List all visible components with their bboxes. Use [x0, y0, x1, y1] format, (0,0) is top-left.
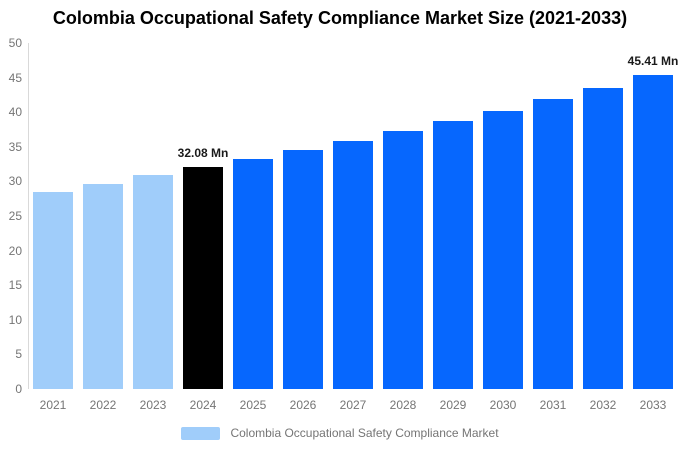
bar-2030 [483, 110, 523, 389]
y-tick-label: 20 [8, 243, 22, 258]
x-tick-label: 2027 [339, 398, 367, 412]
bar-2021 [33, 191, 73, 389]
y-tick-label: 40 [8, 105, 22, 120]
y-tick-label: 25 [8, 209, 22, 223]
y-tick-label: 10 [8, 312, 22, 327]
x-tick-label: 2023 [139, 398, 167, 412]
bar-2032 [583, 88, 623, 389]
bar-2027 [333, 140, 373, 389]
plot-area: 32.08 Mn 45.41 Mn [28, 43, 678, 389]
y-tick-label: 45 [8, 70, 22, 85]
x-tick-label: 2021 [39, 398, 67, 412]
x-tick-label: 2025 [239, 398, 267, 412]
y-axis-tick-labels: 0 5 10 15 20 25 30 35 40 45 50 [0, 36, 22, 396]
y-tick-label: 50 [8, 36, 22, 50]
y-tick-label: 5 [15, 347, 22, 362]
legend-swatch [181, 426, 221, 440]
bar-2024 [183, 167, 223, 389]
x-tick-label: 2029 [439, 398, 467, 412]
bar-2028 [383, 130, 423, 389]
bar-2029 [433, 121, 473, 389]
x-tick-label: 2033 [639, 398, 667, 412]
bar-value-label: 32.08 Mn [177, 146, 229, 161]
y-tick-label: 30 [8, 174, 22, 189]
x-tick-label: 2022 [89, 398, 117, 412]
bar-value-label: 45.41 Mn [627, 53, 679, 68]
bar-2026 [283, 150, 323, 389]
bar-2033 [633, 74, 673, 389]
y-tick-label: 0 [15, 382, 22, 396]
x-tick-label: 2024 [189, 398, 217, 412]
y-tick-label: 35 [8, 139, 22, 154]
chart-title: Colombia Occupational Safety Compliance … [52, 8, 628, 28]
x-tick-label: 2028 [389, 398, 417, 412]
legend-item[interactable]: Colombia Occupational Safety Compliance … [181, 426, 499, 440]
x-tick-label: 2030 [489, 398, 517, 412]
legend: Colombia Occupational Safety Compliance … [0, 426, 680, 440]
y-tick-label: 15 [8, 278, 22, 293]
x-tick-label: 2031 [539, 398, 567, 412]
bar-2023 [133, 175, 173, 389]
bar-2031 [533, 99, 573, 389]
bar-2025 [233, 159, 273, 389]
x-tick-label: 2032 [589, 398, 617, 412]
y-axis-line [28, 43, 29, 389]
legend-label: Colombia Occupational Safety Compliance … [230, 426, 499, 440]
bar-2022 [83, 183, 123, 389]
x-axis-tick-labels: 2021 2022 2023 2024 2025 2026 2027 2028 2029 2030… [28, 398, 678, 414]
x-tick-label: 2026 [289, 398, 317, 412]
